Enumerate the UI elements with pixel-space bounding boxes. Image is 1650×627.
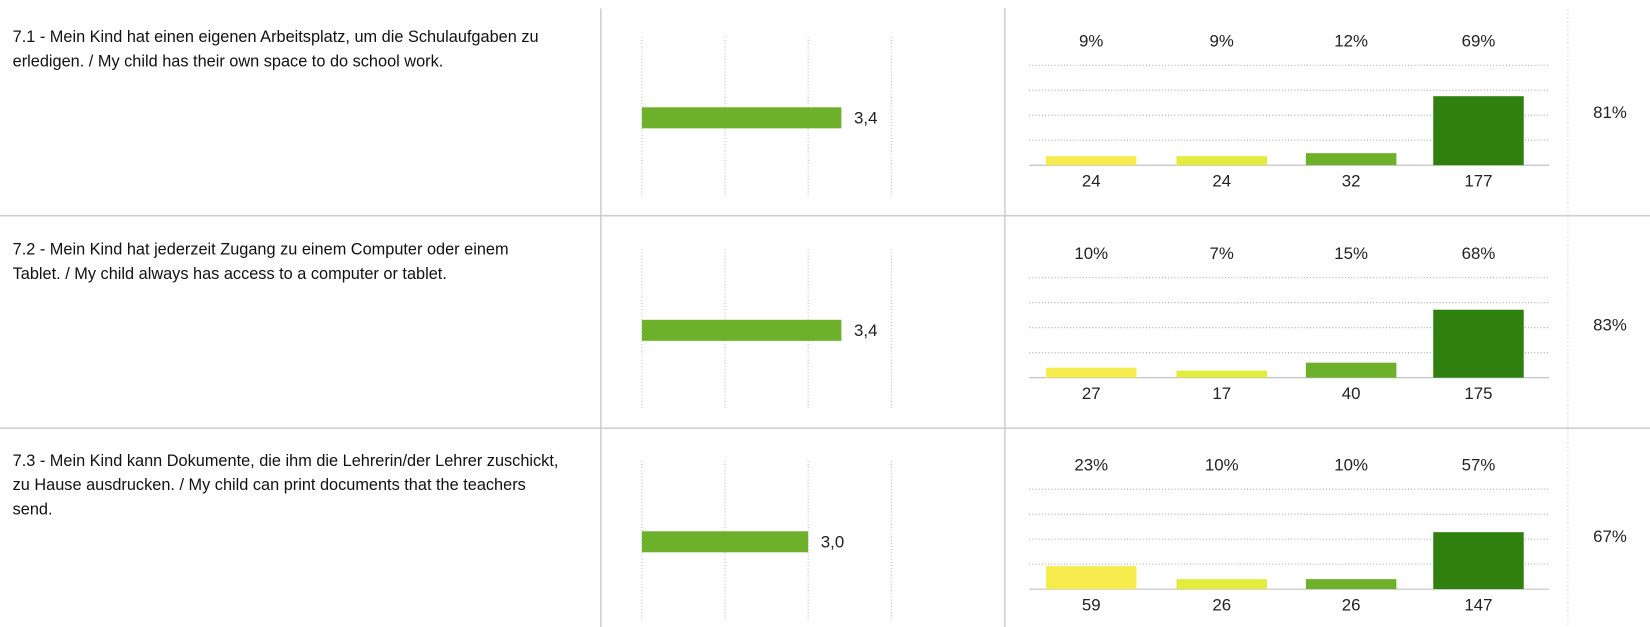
percent-label: 57% xyxy=(1462,455,1496,474)
agree-percent: 83% xyxy=(1593,316,1627,335)
distribution-bar xyxy=(1305,362,1397,378)
percent-label: 10% xyxy=(1074,244,1108,263)
percent-label: 15% xyxy=(1334,244,1368,263)
count-label: 26 xyxy=(1212,595,1231,614)
percent-label: 69% xyxy=(1462,32,1496,51)
distribution-bar xyxy=(1045,367,1137,378)
count-label: 59 xyxy=(1082,595,1101,614)
distribution-bar xyxy=(1433,96,1524,166)
percent-label: 68% xyxy=(1462,244,1496,263)
mean-label: 3,4 xyxy=(854,321,877,340)
count-label: 17 xyxy=(1212,384,1231,403)
percent-label: 10% xyxy=(1334,455,1368,474)
mean-bar xyxy=(641,319,842,341)
mean-bar xyxy=(641,531,809,553)
mean-bar xyxy=(641,107,842,129)
mean-label: 3,0 xyxy=(821,532,844,551)
distribution-bar xyxy=(1433,309,1524,378)
percent-label: 23% xyxy=(1074,455,1108,474)
question: 7.2 - Mein Kind hat jederzeit Zugang zu … xyxy=(12,240,509,283)
count-label: 24 xyxy=(1212,171,1231,190)
agree-percent: 81% xyxy=(1593,103,1627,122)
distribution-bar xyxy=(1433,532,1524,590)
percent-label: 10% xyxy=(1205,455,1239,474)
distribution-bar xyxy=(1176,370,1267,378)
distribution-bar xyxy=(1305,579,1397,590)
percent-label: 9% xyxy=(1079,32,1103,51)
count-label: 177 xyxy=(1464,171,1492,190)
count-label: 27 xyxy=(1082,384,1101,403)
distribution-bar xyxy=(1045,156,1137,166)
question: 7.3 - Mein Kind kann Dokumente, die ihm … xyxy=(12,452,559,519)
distribution-bar xyxy=(1176,579,1267,590)
count-label: 26 xyxy=(1342,595,1361,614)
distribution-bar xyxy=(1045,566,1137,590)
distribution-bar xyxy=(1176,156,1267,166)
agree-percent: 67% xyxy=(1593,527,1627,546)
count-label: 175 xyxy=(1464,384,1492,403)
distribution-bar xyxy=(1305,153,1397,166)
count-label: 147 xyxy=(1464,595,1492,614)
question: 7.1 - Mein Kind hat einen eigenen Arbeit… xyxy=(12,28,539,71)
percent-label: 12% xyxy=(1334,32,1368,51)
count-label: 40 xyxy=(1342,384,1361,403)
count-label: 24 xyxy=(1082,171,1101,190)
mean-label: 3,4 xyxy=(854,108,877,127)
count-label: 32 xyxy=(1342,171,1361,190)
percent-label: 9% xyxy=(1210,32,1234,51)
percent-label: 7% xyxy=(1210,244,1234,263)
